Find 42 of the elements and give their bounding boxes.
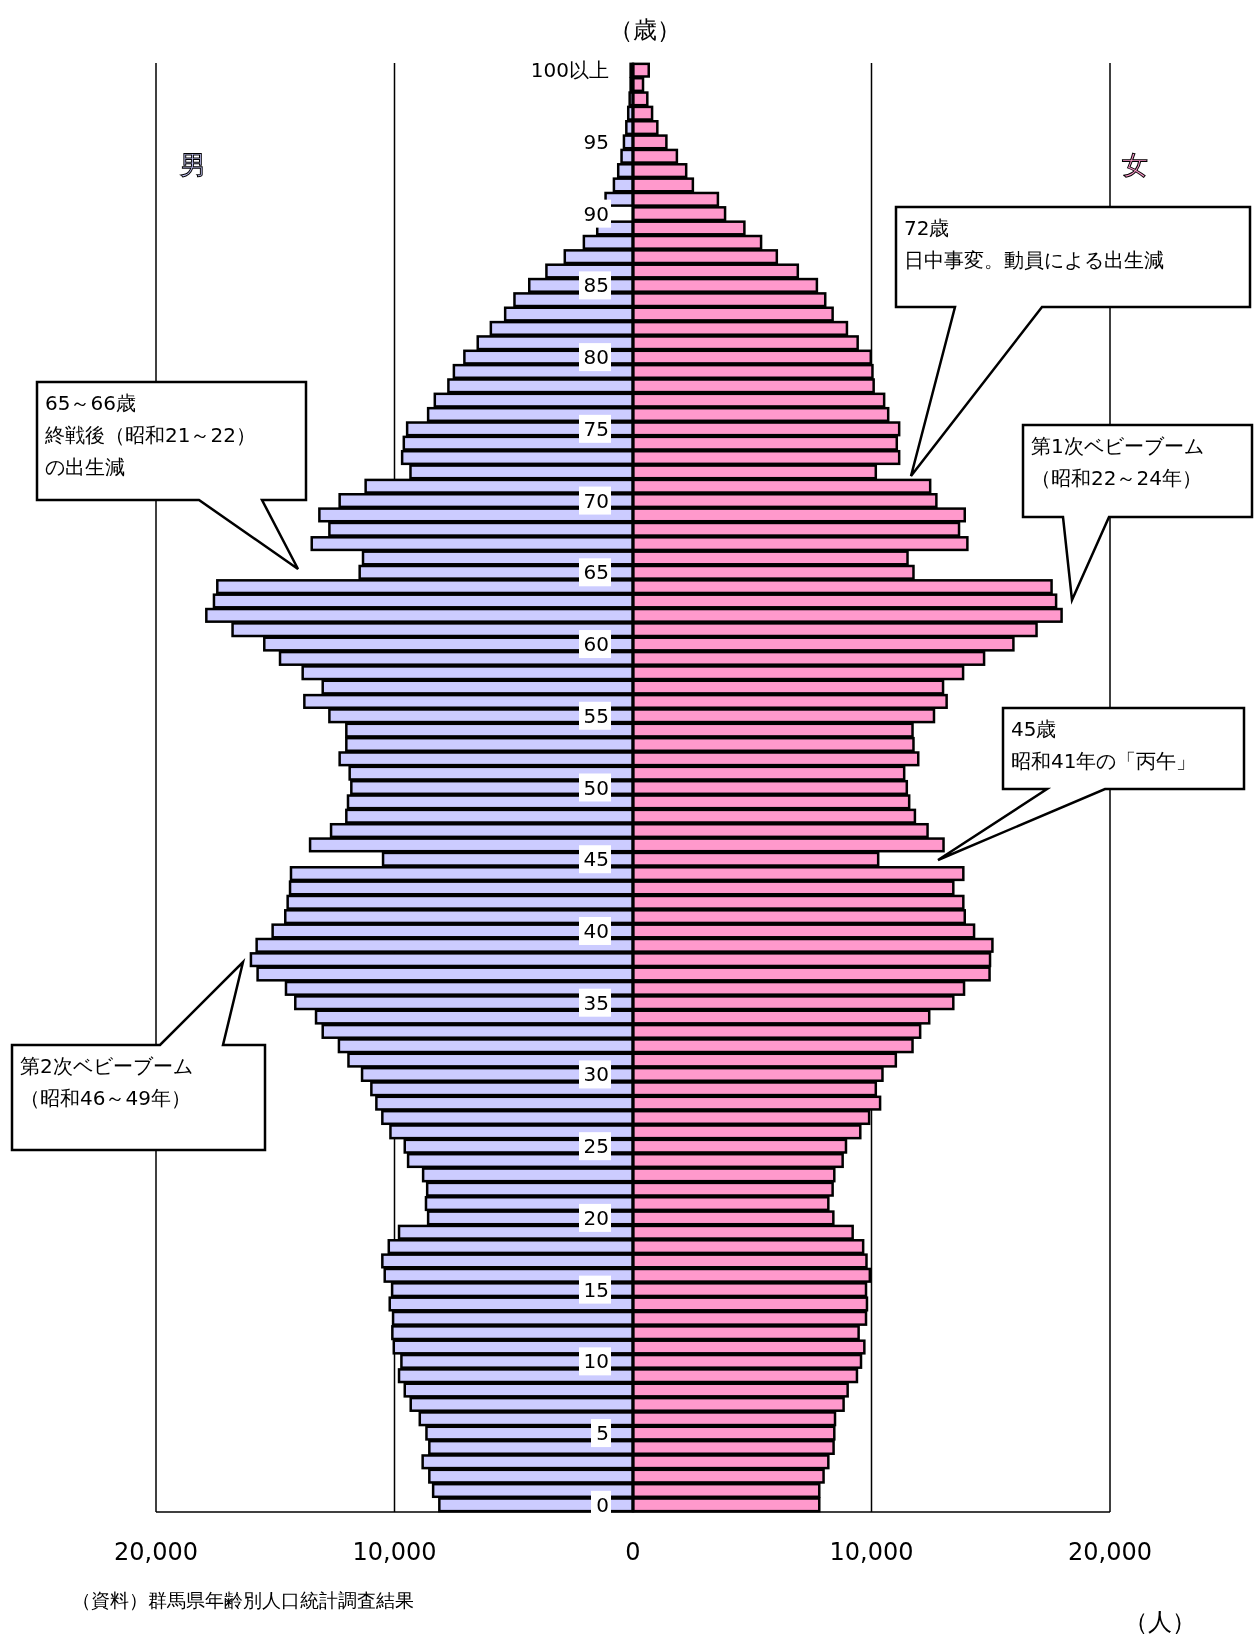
x-tick-label: 0	[625, 1538, 641, 1566]
y-tick-label: 40	[583, 918, 609, 943]
x-tick-label: 10,000	[352, 1538, 437, 1566]
x-tick-label: 10,000	[829, 1538, 914, 1566]
y-tick-label: 0	[596, 1492, 609, 1517]
y-axis-title: （歳）	[609, 16, 681, 44]
y-tick-label: 35	[583, 990, 609, 1015]
annotation: 第2次ベビーブーム	[20, 1054, 193, 1078]
y-tick-label: 10	[583, 1349, 609, 1374]
text: 女	[1122, 150, 1148, 180]
text: 男	[180, 150, 206, 180]
y-tick-label: 55	[583, 703, 609, 728]
y-tick-label: 80	[583, 345, 609, 370]
y-tick-label: 45	[583, 847, 609, 872]
y-tick-label: 15	[583, 1277, 609, 1302]
y-tick-label: 30	[583, 1062, 609, 1087]
x-tick-label: 20,000	[1068, 1538, 1152, 1566]
y-tick-label: 20	[583, 1205, 609, 1230]
annotation: 昭和41年の「丙午」	[1011, 749, 1197, 773]
y-tick-label: 70	[583, 488, 609, 513]
x-axis-title: （人）	[1124, 1608, 1196, 1636]
annotation: 72歳	[904, 216, 950, 240]
y-tick-label: 85	[583, 273, 609, 298]
annotation: 日中事変。動員による出生減	[904, 248, 1164, 272]
annotation: （昭和22～24年）	[1031, 466, 1202, 490]
annotation: （昭和46～49年）	[20, 1086, 191, 1110]
y-tick-label: 90	[583, 201, 609, 226]
text: 65～66歳	[45, 391, 136, 415]
y-tick-label: 75	[583, 416, 609, 441]
text: （資料）群馬県年齢別人口統計調査結果	[72, 1589, 414, 1611]
y-tick-label: 100以上	[530, 58, 609, 83]
annotation: 45歳	[1011, 717, 1057, 741]
y-tick-label: 5	[596, 1421, 609, 1446]
y-tick-label: 65	[583, 560, 609, 585]
y-tick-label: 95	[583, 129, 609, 154]
text: の出生減	[45, 455, 125, 479]
x-tick-label: 20,000	[114, 1538, 198, 1566]
annotation: 第1次ベビーブーム	[1031, 434, 1204, 458]
y-tick-label: 50	[583, 775, 609, 800]
y-tick-label: 60	[583, 632, 609, 657]
annotation: 終戦後（昭和21～22）	[44, 423, 256, 447]
y-tick-label: 25	[583, 1134, 609, 1159]
